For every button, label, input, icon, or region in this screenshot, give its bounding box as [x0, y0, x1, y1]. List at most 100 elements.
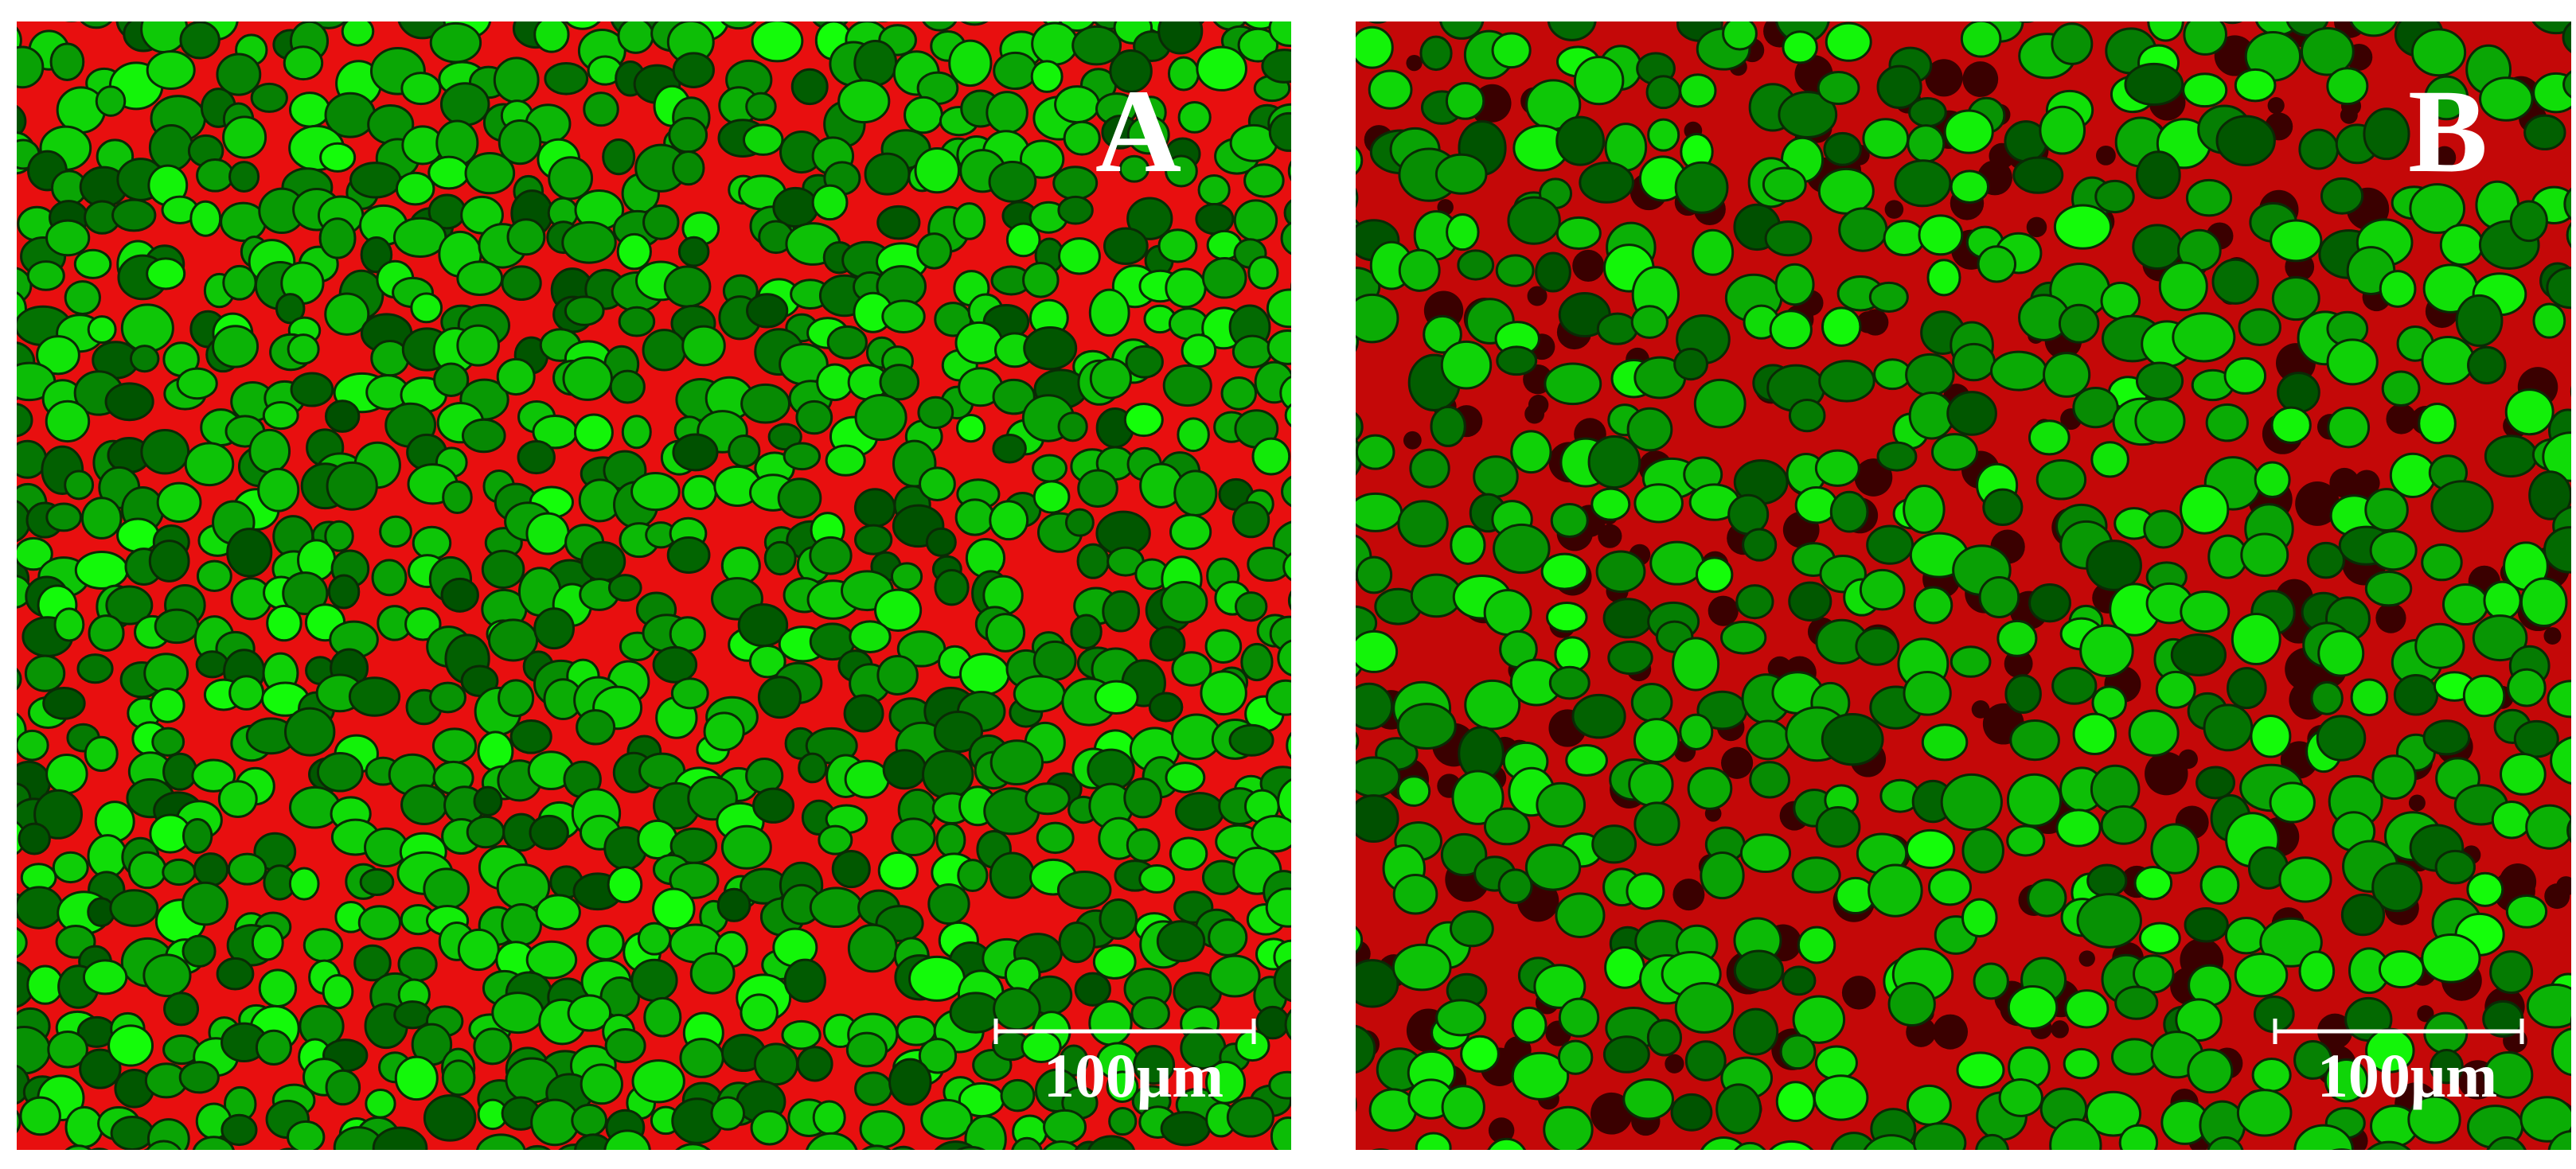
cell — [2363, 107, 2410, 161]
cell — [573, 413, 614, 452]
cell — [2006, 824, 2046, 857]
cell — [1273, 959, 1291, 1003]
cell — [1173, 470, 1218, 516]
cell — [1268, 21, 1291, 48]
cell — [2531, 21, 2571, 35]
cell — [116, 517, 160, 553]
cell — [1231, 334, 1273, 369]
cell — [191, 758, 236, 793]
cell — [809, 886, 864, 929]
cell — [2012, 156, 2064, 194]
cell — [1397, 500, 1449, 548]
cell — [837, 79, 891, 124]
cell — [607, 574, 642, 602]
cell — [228, 161, 260, 193]
cell — [2128, 709, 2180, 757]
cell — [525, 940, 578, 980]
cell — [2430, 1049, 2464, 1085]
cell — [1622, 0, 1681, 20]
cell — [120, 303, 174, 353]
cell — [567, 994, 612, 1032]
cell — [0, 151, 12, 185]
cell — [1855, 626, 1900, 666]
cell — [1088, 288, 1130, 337]
cell — [431, 727, 478, 765]
cell — [1185, 1157, 1221, 1169]
cell — [1228, 723, 1274, 757]
cell — [2562, 21, 2571, 53]
cell — [1457, 249, 1495, 281]
cell — [162, 858, 197, 886]
cell — [441, 1059, 476, 1097]
cell — [742, 123, 784, 156]
cell — [0, 459, 6, 489]
cell — [1695, 556, 1734, 594]
cell — [1291, 687, 1353, 740]
cell — [1087, 1135, 1136, 1150]
cell — [1536, 781, 1587, 828]
shadow — [1962, 61, 1999, 97]
cell — [1905, 353, 1955, 397]
cell — [1859, 568, 1906, 611]
cell — [1769, 310, 1813, 350]
cell — [181, 881, 229, 926]
cell — [456, 324, 500, 367]
cell — [703, 711, 745, 752]
cell — [1815, 806, 1861, 848]
cell — [1749, 761, 1791, 799]
cell — [1372, 1148, 1390, 1150]
cell — [95, 85, 127, 117]
cell — [1251, 814, 1291, 853]
cell — [1547, 21, 1597, 41]
cell — [2393, 673, 2439, 716]
cell — [642, 204, 680, 240]
cell — [2293, 1124, 2354, 1150]
cell — [533, 21, 570, 53]
cell — [290, 372, 334, 407]
cell — [2542, 431, 2571, 482]
cell — [154, 608, 200, 645]
cell — [2172, 312, 2236, 363]
cell — [1547, 1155, 1596, 1169]
cell — [2332, 1148, 2352, 1150]
cell — [604, 1028, 646, 1064]
cell — [574, 1133, 614, 1150]
cell — [1265, 887, 1291, 928]
cell — [746, 293, 789, 329]
cell — [2532, 72, 2571, 114]
cell — [1876, 64, 1922, 109]
cell — [318, 217, 357, 259]
cell — [1286, 731, 1291, 760]
cell — [806, 1132, 858, 1150]
cell — [763, 540, 797, 576]
cell — [1496, 345, 1538, 376]
cell — [677, 236, 710, 267]
cell — [17, 267, 33, 305]
cell — [1243, 163, 1285, 198]
cell — [1284, 403, 1291, 427]
cell — [189, 200, 222, 237]
cell — [1679, 713, 1714, 750]
cell — [1779, 1034, 1817, 1070]
cell — [845, 1031, 888, 1068]
cell — [1270, 1116, 1291, 1150]
cell — [580, 541, 626, 583]
cell — [1445, 82, 1485, 120]
cell — [17, 926, 28, 959]
cell — [2320, 177, 2364, 215]
shadow — [1488, 1117, 1515, 1144]
cell — [882, 749, 927, 790]
cell — [539, 0, 572, 14]
cell — [2158, 261, 2208, 312]
cell — [2076, 893, 2142, 949]
cell — [1764, 220, 1813, 257]
cell — [2407, 1095, 2461, 1144]
cell — [1057, 195, 1094, 225]
shadow — [2214, 35, 2255, 76]
cell — [1281, 475, 1291, 508]
cell — [843, 694, 884, 733]
cell — [877, 851, 919, 890]
cell — [1220, 376, 1258, 411]
cell — [498, 119, 542, 166]
cell — [1088, 999, 1133, 1046]
